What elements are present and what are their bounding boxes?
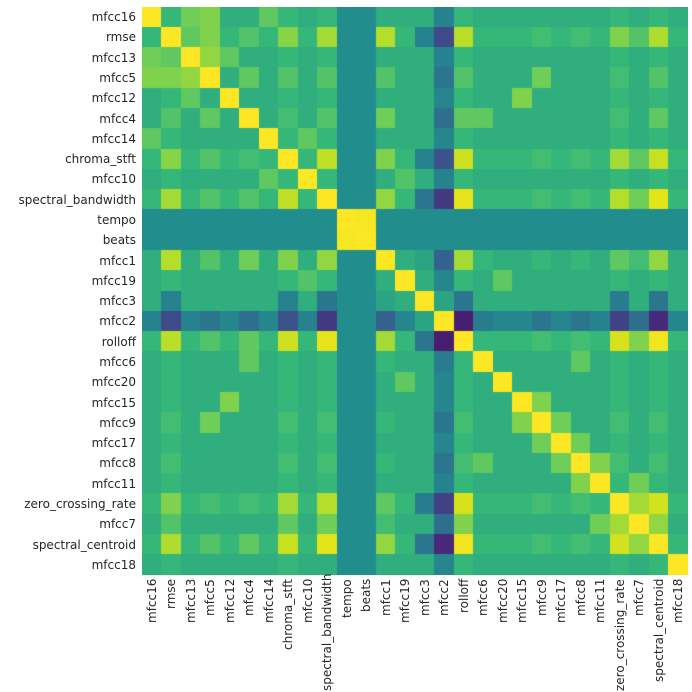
x-axis-label-mfcc14: mfcc14: [261, 579, 276, 624]
y-axis-label-spectral_bandwidth: spectral_bandwidth: [18, 192, 136, 207]
x-axis-label-mfcc15: mfcc15: [515, 579, 530, 624]
y-axis-label-mfcc20: mfcc20: [91, 375, 136, 390]
x-axis-label-mfcc13: mfcc13: [183, 579, 198, 624]
x-axis-label-mfcc4: mfcc4: [242, 579, 257, 616]
x-axis-label-mfcc1: mfcc1: [378, 579, 393, 616]
y-axis-label-mfcc7: mfcc7: [99, 517, 136, 532]
y-axis-label-mfcc11: mfcc11: [91, 476, 136, 491]
x-axis-label-mfcc20: mfcc20: [495, 579, 510, 624]
x-axis-label-zero_crossing_rate: zero_crossing_rate: [612, 579, 627, 691]
y-axis-label-mfcc10: mfcc10: [91, 172, 136, 187]
x-axis-label-mfcc5: mfcc5: [203, 579, 218, 616]
y-axis-label-mfcc15: mfcc15: [91, 395, 136, 410]
y-axis-label-tempo: tempo: [97, 212, 136, 227]
y-axis-label-zero_crossing_rate: zero_crossing_rate: [24, 496, 136, 511]
y-axis-label-mfcc13: mfcc13: [91, 50, 136, 65]
x-axis-label-tempo: tempo: [339, 579, 354, 618]
y-axis-label-mfcc19: mfcc19: [91, 273, 136, 288]
y-axis-label-mfcc16: mfcc16: [91, 10, 136, 25]
y-axis-label-mfcc8: mfcc8: [99, 456, 136, 471]
x-axis-label-mfcc2: mfcc2: [437, 579, 452, 616]
x-axis-label-mfcc19: mfcc19: [398, 579, 413, 624]
x-axis-label-mfcc11: mfcc11: [593, 579, 608, 624]
x-axis-label-mfcc12: mfcc12: [222, 579, 237, 624]
y-axis-label-mfcc9: mfcc9: [99, 415, 136, 430]
y-axis-label-beats: beats: [102, 233, 136, 248]
x-axis-label-beats: beats: [359, 579, 374, 613]
y-axis-label-mfcc3: mfcc3: [99, 294, 136, 309]
x-axis-label-mfcc7: mfcc7: [632, 579, 647, 616]
x-axis-label-chroma_stft: chroma_stft: [281, 579, 296, 650]
y-axis-label-rmse: rmse: [105, 30, 136, 45]
x-axis-label-mfcc17: mfcc17: [554, 579, 569, 624]
y-axis-label-mfcc14: mfcc14: [91, 131, 136, 146]
x-axis-label-mfcc18: mfcc18: [671, 579, 686, 624]
x-axis-label-mfcc10: mfcc10: [300, 579, 315, 624]
y-axis-label-mfcc5: mfcc5: [99, 70, 136, 85]
y-axis-label-mfcc12: mfcc12: [91, 91, 136, 106]
x-axis-label-spectral_bandwidth: spectral_bandwidth: [320, 573, 335, 691]
y-axis-label-mfcc18: mfcc18: [91, 557, 136, 572]
x-axis-label-rolloff: rolloff: [456, 579, 471, 614]
y-axis-label-chroma_stft: chroma_stft: [65, 152, 136, 167]
y-axis-label-mfcc6: mfcc6: [99, 354, 136, 369]
x-axis-label-mfcc16: mfcc16: [144, 579, 159, 624]
x-axis-label-mfcc9: mfcc9: [534, 579, 549, 616]
y-axis-label-mfcc1: mfcc1: [99, 253, 136, 268]
y-axis-label-mfcc4: mfcc4: [99, 111, 136, 126]
y-axis-label-mfcc17: mfcc17: [91, 436, 136, 451]
x-axis-label-spectral_centroid: spectral_centroid: [651, 579, 666, 683]
x-axis-label-mfcc6: mfcc6: [476, 579, 491, 616]
y-axis-label-rolloff: rolloff: [101, 334, 136, 349]
y-axis-label-spectral_centroid: spectral_centroid: [32, 537, 136, 552]
y-axis-label-mfcc2: mfcc2: [99, 314, 136, 329]
x-axis-label-mfcc3: mfcc3: [417, 579, 432, 616]
x-axis-label-rmse: rmse: [164, 579, 179, 610]
x-axis-label-mfcc8: mfcc8: [573, 579, 588, 616]
heatmap-canvas: [142, 7, 688, 575]
